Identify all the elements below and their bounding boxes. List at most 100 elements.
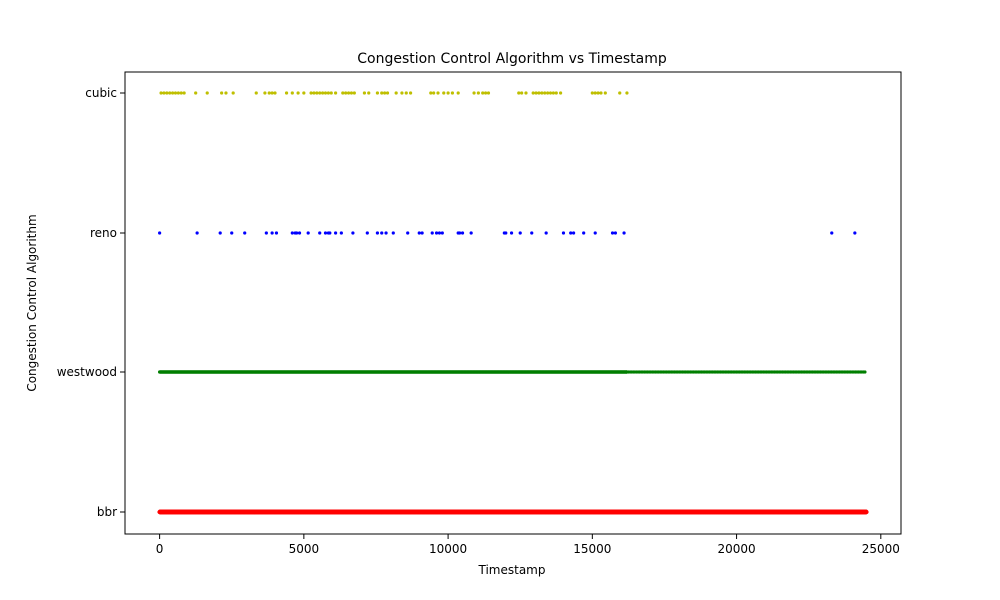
- point-cubic: [590, 91, 594, 95]
- point-cubic: [220, 91, 224, 95]
- point-cubic: [352, 91, 356, 95]
- point-cubic: [321, 91, 325, 95]
- point-cubic: [329, 91, 333, 95]
- point-cubic: [442, 91, 446, 95]
- point-cubic: [456, 91, 460, 95]
- point-cubic: [312, 91, 316, 95]
- point-reno: [365, 231, 369, 235]
- point-cubic: [540, 91, 544, 95]
- point-cubic: [486, 91, 491, 95]
- point-cubic: [596, 91, 600, 95]
- point-cubic: [603, 91, 607, 95]
- point-cubic: [296, 91, 300, 95]
- point-reno: [391, 231, 395, 235]
- point-cubic: [551, 91, 555, 95]
- point-cubic: [333, 91, 338, 95]
- point-cubic: [349, 91, 354, 95]
- point-reno: [384, 231, 388, 235]
- point-reno: [274, 231, 279, 235]
- point-cubic: [270, 91, 274, 95]
- point-cubic: [162, 91, 166, 95]
- point-cubic: [173, 91, 178, 95]
- point-reno: [460, 231, 465, 235]
- point-reno: [434, 231, 439, 235]
- chart-title: Congestion Control Algorithm vs Timestam…: [357, 51, 667, 67]
- point-cubic: [380, 91, 384, 95]
- point-reno: [297, 231, 302, 235]
- data-points: [157, 91, 869, 515]
- plot-area: [124, 71, 902, 535]
- point-cubic: [179, 91, 183, 95]
- point-reno: [610, 231, 615, 235]
- point-cubic: [341, 91, 345, 95]
- point-cubic: [176, 91, 180, 95]
- point-reno: [380, 231, 384, 235]
- point-reno: [264, 231, 268, 235]
- point-reno: [469, 231, 473, 235]
- point-reno: [230, 231, 234, 235]
- point-cubic: [554, 91, 558, 95]
- point-cubic: [517, 91, 521, 95]
- point-cubic: [315, 91, 319, 95]
- point-cubic: [385, 91, 390, 95]
- point-cubic: [534, 91, 538, 95]
- point-cubic: [383, 91, 387, 95]
- point-reno: [306, 231, 310, 235]
- point-reno: [295, 231, 299, 235]
- point-reno: [328, 231, 332, 235]
- point-cubic: [362, 91, 367, 95]
- point-cubic: [165, 91, 169, 95]
- point-reno: [430, 231, 434, 235]
- point-cubic: [254, 91, 258, 95]
- point-cubic: [224, 91, 228, 95]
- point-cubic: [408, 91, 413, 95]
- point-cubic: [432, 91, 436, 95]
- point-cubic: [284, 91, 289, 95]
- point-reno: [406, 231, 410, 235]
- point-reno: [458, 231, 462, 235]
- point-cubic: [559, 91, 563, 95]
- point-cubic: [520, 91, 524, 95]
- point-reno: [830, 231, 834, 235]
- point-cubic: [326, 91, 330, 95]
- point-cubic: [429, 91, 433, 95]
- point-reno: [518, 231, 522, 235]
- point-reno: [440, 231, 444, 235]
- point-cubic: [346, 91, 351, 95]
- point-cubic: [400, 91, 404, 95]
- point-cubic: [548, 91, 553, 95]
- point-reno: [561, 231, 566, 235]
- point-reno: [323, 231, 328, 235]
- point-reno: [417, 231, 421, 235]
- point-cubic: [472, 91, 476, 95]
- point-reno: [351, 231, 355, 235]
- point-cubic: [205, 91, 209, 95]
- point-cubic: [531, 91, 535, 95]
- point-cubic: [537, 91, 541, 95]
- point-cubic: [290, 91, 294, 95]
- point-reno: [318, 231, 322, 235]
- point-cubic: [394, 91, 398, 95]
- point-cubic: [344, 91, 348, 95]
- point-reno: [195, 231, 199, 235]
- point-reno: [290, 231, 294, 235]
- point-reno: [504, 231, 508, 235]
- point-cubic: [171, 91, 175, 95]
- point-cubic: [625, 91, 629, 95]
- point-westwood: [863, 370, 867, 374]
- point-reno: [544, 231, 548, 235]
- point-cubic: [231, 91, 235, 95]
- point-reno: [270, 231, 274, 235]
- point-reno: [333, 231, 338, 235]
- point-cubic: [267, 91, 271, 95]
- plot-frame: [124, 71, 902, 535]
- point-cubic: [524, 91, 528, 95]
- point-cubic: [182, 91, 186, 95]
- point-cubic: [436, 91, 440, 95]
- point-cubic: [302, 91, 306, 95]
- point-cubic: [476, 91, 480, 95]
- point-reno: [218, 231, 222, 235]
- point-cubic: [323, 91, 328, 95]
- point-reno: [593, 231, 597, 235]
- point-cubic: [404, 91, 408, 95]
